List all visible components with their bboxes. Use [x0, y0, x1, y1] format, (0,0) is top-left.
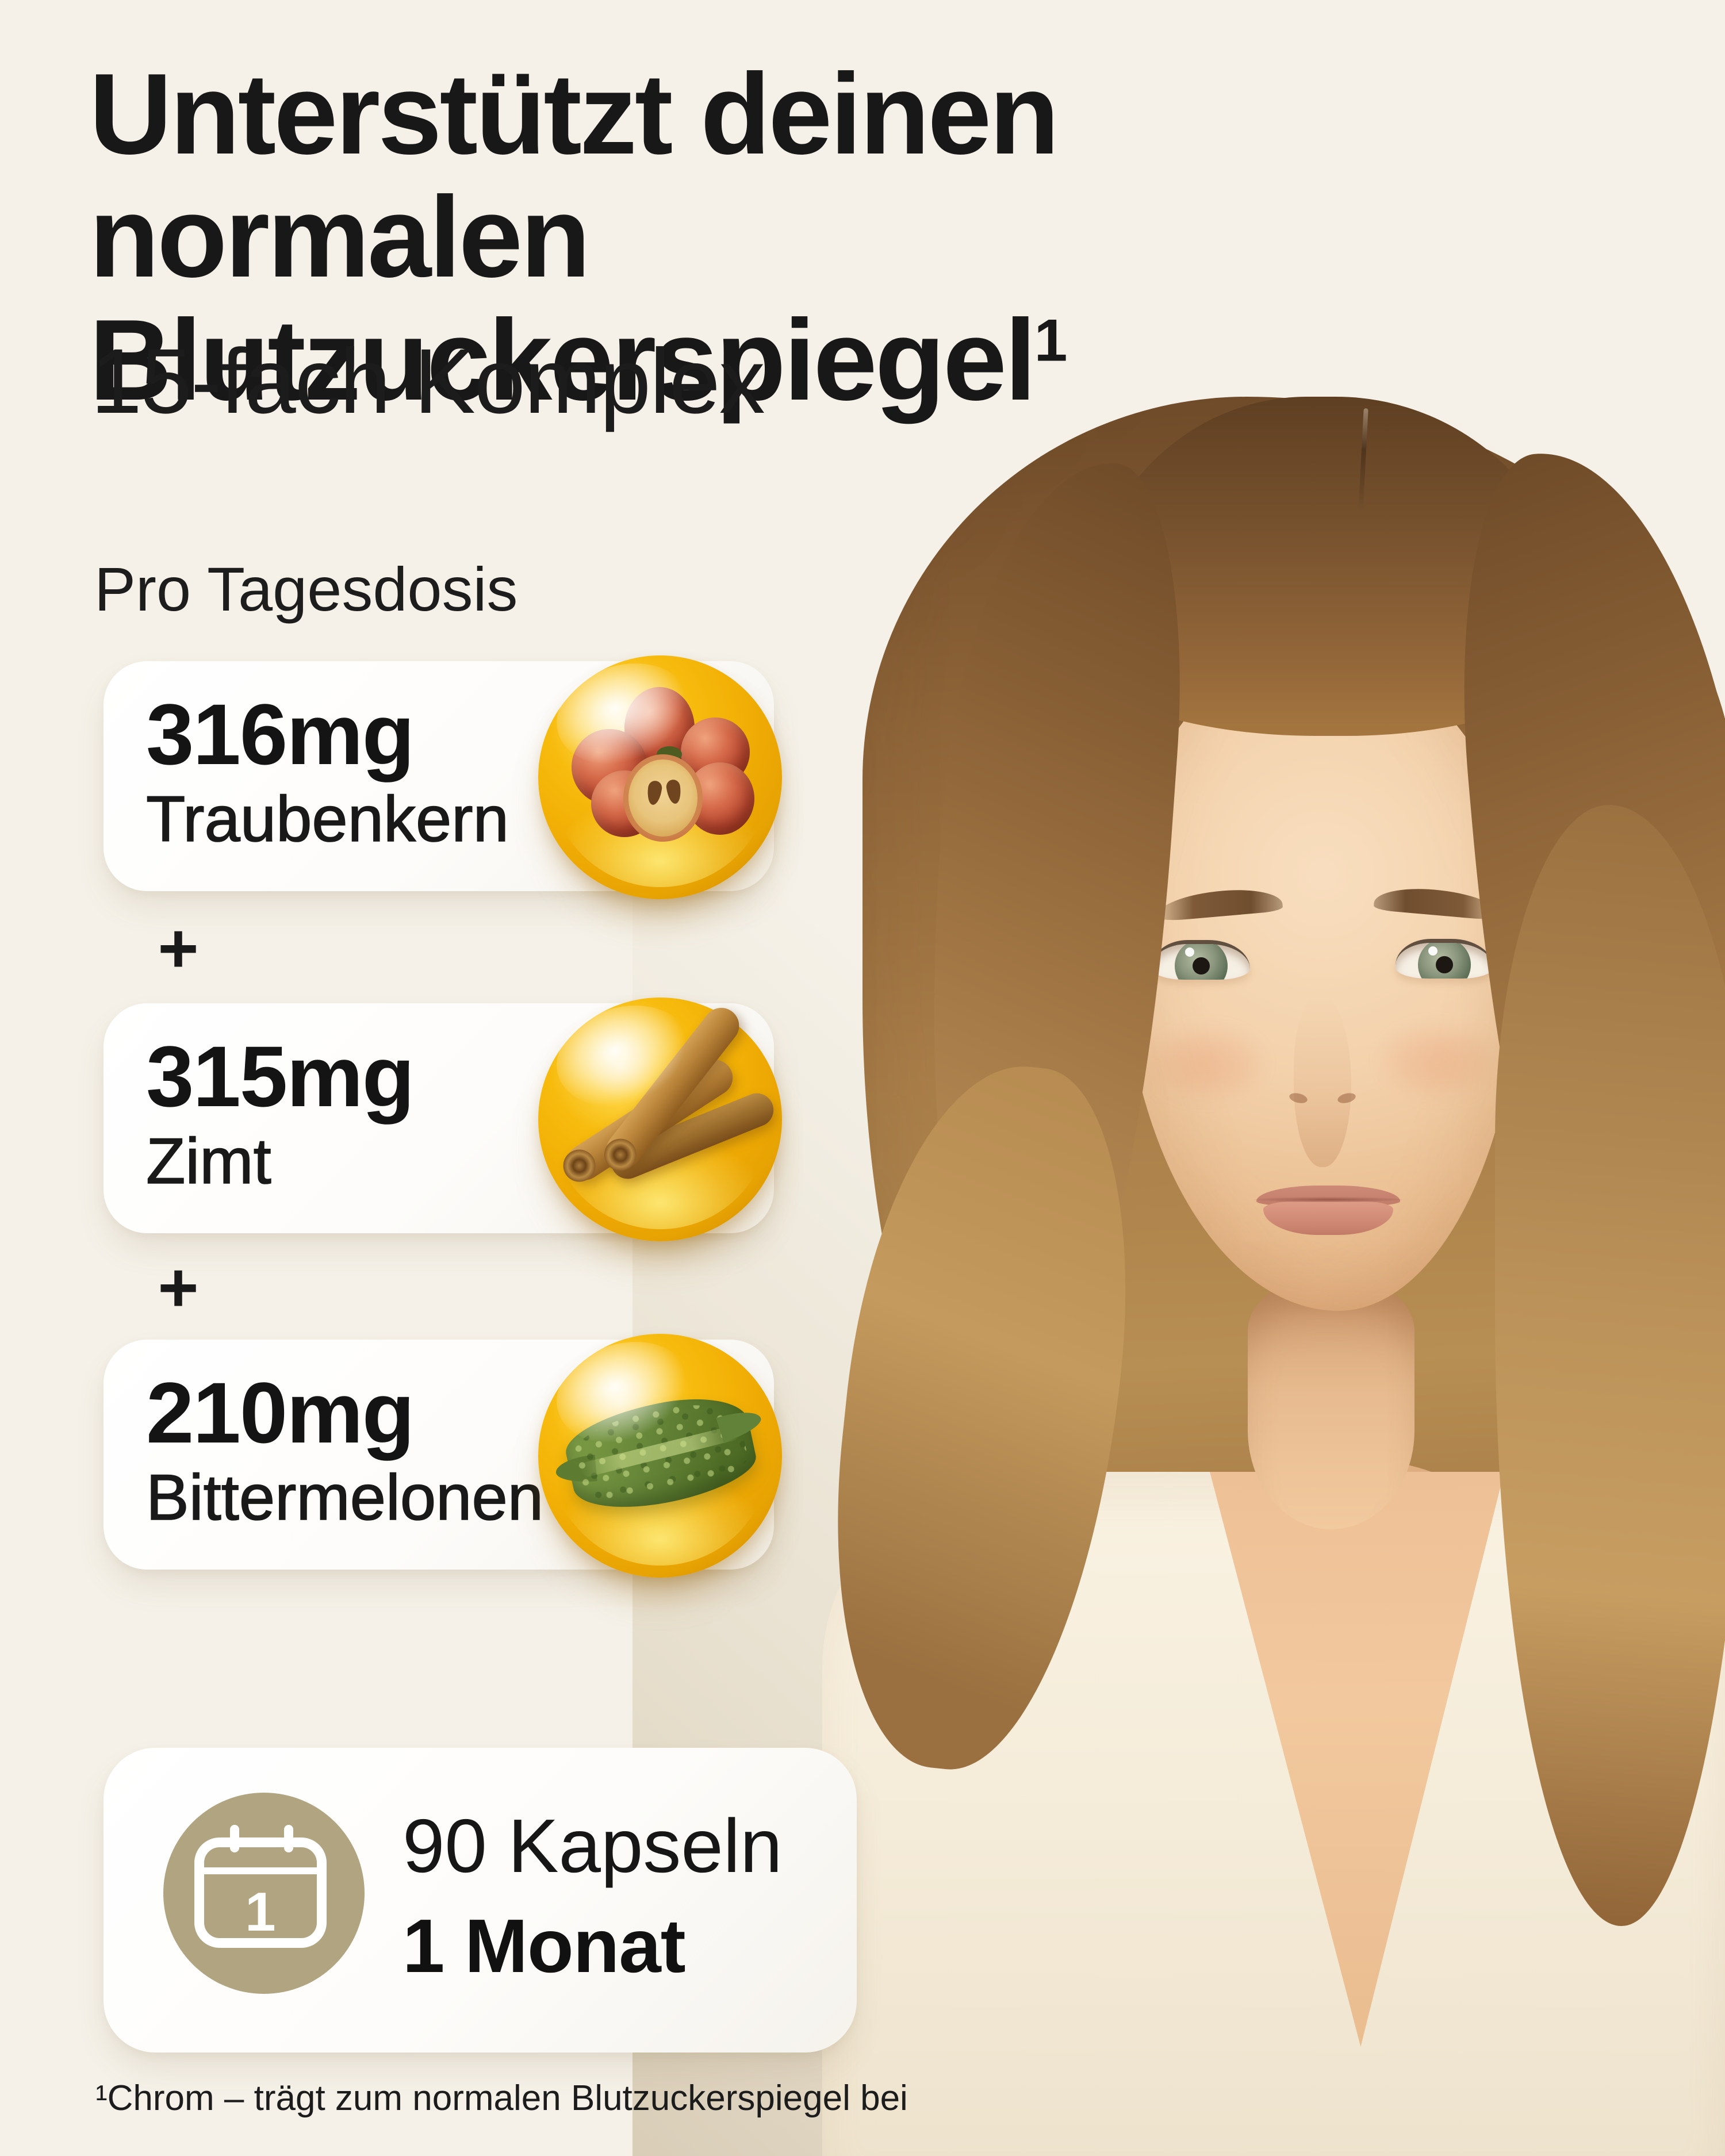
hair-part-line — [1358, 408, 1368, 512]
eye-right — [1396, 939, 1493, 979]
supply-text: 90 Kapseln 1 Monat — [402, 1803, 783, 1989]
cheek-blush — [1383, 1026, 1492, 1095]
ingredient-name: Traubenkern — [145, 782, 509, 856]
grapes-capsule-icon — [538, 655, 782, 899]
grape-half-cut — [623, 754, 703, 842]
supply-card: 1 90 Kapseln 1 Monat — [103, 1748, 857, 2053]
bittermelon — [559, 1386, 762, 1521]
pupil — [1436, 956, 1453, 973]
supply-duration: 1 Monat — [402, 1904, 686, 1988]
cinnamon-swirl — [557, 1143, 602, 1188]
grape-seed — [665, 778, 683, 805]
face — [1121, 650, 1524, 1311]
cinnamon-capsule-icon — [538, 998, 782, 1241]
eye-highlight — [1185, 947, 1194, 957]
ingredient-amount: 316mg — [146, 686, 415, 782]
title-line-2: normalen Blutzuckerspiegel — [89, 173, 1037, 424]
grapes-illustration — [538, 655, 782, 899]
calendar-day: 1 — [245, 1881, 276, 1943]
ingredient-amount: 210mg — [146, 1364, 415, 1461]
cheek-blush — [1153, 1029, 1262, 1098]
cinnamon-illustration — [538, 998, 782, 1241]
bittermelon-capsule-icon — [538, 1334, 782, 1578]
calendar-body — [194, 1837, 327, 1948]
eye-highlight — [1428, 946, 1438, 956]
lower-lip — [1263, 1202, 1393, 1235]
ingredient-name: Bittermelonen — [145, 1461, 544, 1534]
ingredient-amount: 315mg — [146, 1028, 415, 1125]
eyebrow-left — [1155, 885, 1283, 922]
ingredient-name: Zimt — [145, 1125, 271, 1198]
hair-lock-right-long — [1495, 805, 1725, 1926]
calendar-header-line — [194, 1867, 327, 1874]
plus-separator: + — [158, 1248, 199, 1326]
eye-left — [1152, 940, 1250, 980]
title-line-1: Unterstützt deinen — [89, 50, 1060, 178]
title-footnote-marker: 1 — [1034, 307, 1068, 374]
dosage-section-label: Pro Tagesdosis — [94, 554, 518, 624]
grape-seed — [646, 780, 663, 806]
capsule-count: 90 Kapseln — [402, 1804, 783, 1888]
bittermelon-illustration — [538, 1334, 782, 1578]
pupil — [1193, 957, 1210, 975]
nose — [1294, 995, 1351, 1167]
mouth-line — [1254, 1197, 1402, 1202]
footnote: ¹Chrom – trägt zum normalen Blutzuckersp… — [95, 2078, 908, 2118]
iris — [1175, 944, 1228, 980]
neck — [1248, 1282, 1414, 1529]
subtitle: 15-fach Komplex — [91, 329, 765, 432]
plus-separator: + — [158, 909, 199, 987]
calendar-icon: 1 — [163, 1793, 365, 1994]
page-title: Unterstützt deinen normalen Blutzuckerspi… — [89, 53, 1527, 422]
iris — [1418, 943, 1471, 979]
